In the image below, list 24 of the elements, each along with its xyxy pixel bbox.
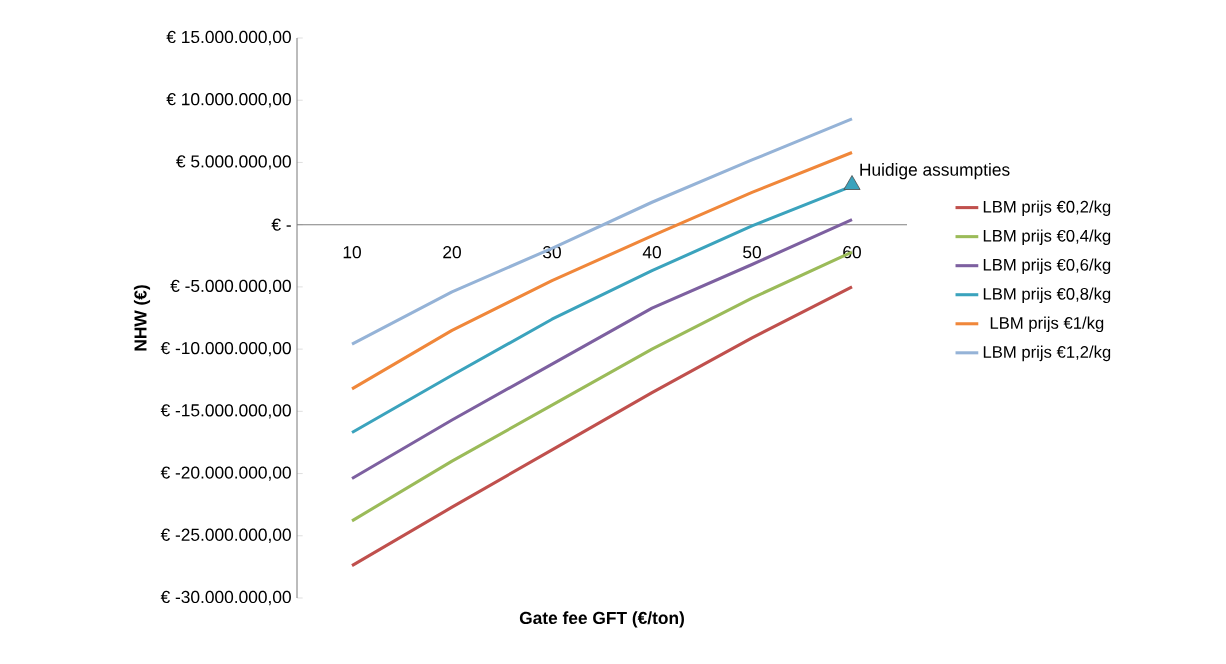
x-tick-label: 10 — [343, 246, 361, 259]
y-tick-label: € 5.000.000,00 — [176, 155, 291, 170]
y-tick-label: € -15.000.000,00 — [160, 404, 291, 419]
legend-label: LBM prijs €0,6/kg — [983, 258, 1111, 275]
y-tick-label: € 10.000.000,00 — [166, 93, 291, 108]
y-tick-label: € -5.000.000,00 — [170, 279, 291, 295]
x-tick-label: 50 — [743, 246, 761, 259]
annotation: Huidige assumpties — [860, 163, 1010, 180]
line-series — [350, 285, 854, 568]
x-tick-label: 40 — [642, 246, 661, 259]
x-tick-label: 20 — [443, 246, 461, 259]
y-tick-label: € -10.000.000,00 — [160, 341, 291, 357]
legend-label: LBM prijs €0,4/kg — [983, 229, 1111, 245]
y-tick-label: € 15.000.000,00 — [166, 30, 291, 46]
y-axis-title: NHW (€) — [133, 285, 151, 351]
legend-label: LBM prijs €0,8/kg — [983, 287, 1111, 304]
legend-label: LBM prijs €0,2/kg — [983, 200, 1111, 216]
x-axis-title: Gate fee GFT (€/ton) — [519, 611, 684, 628]
legend-label: LBM prijs €1,2/kg — [983, 345, 1111, 362]
y-tick-label: € -30.000.000,00 — [160, 590, 291, 606]
legend-label: LBM prijs €1/kg — [990, 316, 1104, 333]
y-tick-label: € -25.000.000,00 — [160, 528, 291, 543]
y-tick-label: € -20.000.000,00 — [160, 466, 291, 481]
y-tick-label: € - — [271, 218, 291, 231]
